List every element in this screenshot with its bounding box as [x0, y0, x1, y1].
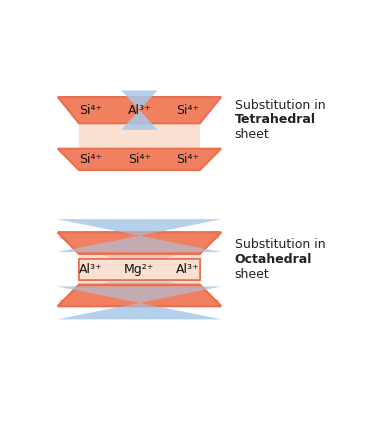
- Bar: [79, 259, 200, 280]
- Text: sheet: sheet: [235, 128, 269, 141]
- Polygon shape: [79, 253, 200, 259]
- Polygon shape: [58, 236, 221, 252]
- Polygon shape: [58, 232, 221, 253]
- Polygon shape: [58, 97, 221, 123]
- Polygon shape: [79, 123, 200, 149]
- Text: Mg²⁺: Mg²⁺: [124, 263, 154, 276]
- Polygon shape: [58, 286, 221, 303]
- Text: Tetrahedral: Tetrahedral: [235, 113, 316, 127]
- Text: Substitution in: Substitution in: [235, 99, 325, 112]
- Text: Si⁴⁺: Si⁴⁺: [80, 153, 103, 166]
- Polygon shape: [58, 269, 221, 301]
- Polygon shape: [58, 237, 221, 269]
- Polygon shape: [58, 232, 221, 253]
- Polygon shape: [121, 110, 158, 130]
- Text: Si⁴⁺: Si⁴⁺: [128, 153, 151, 166]
- Text: Al³⁺: Al³⁺: [128, 104, 151, 117]
- Text: Al³⁺: Al³⁺: [176, 263, 200, 276]
- Polygon shape: [58, 149, 221, 170]
- Text: Si⁴⁺: Si⁴⁺: [176, 153, 199, 166]
- Text: Substitution in: Substitution in: [235, 238, 325, 251]
- Polygon shape: [58, 237, 221, 269]
- Text: sheet: sheet: [235, 268, 269, 281]
- Polygon shape: [58, 269, 221, 301]
- Polygon shape: [58, 286, 221, 303]
- Polygon shape: [58, 285, 221, 306]
- Text: Octahedral: Octahedral: [235, 253, 312, 266]
- Bar: [79, 259, 200, 280]
- Polygon shape: [121, 90, 158, 110]
- Polygon shape: [58, 219, 221, 236]
- Polygon shape: [58, 303, 221, 319]
- Polygon shape: [58, 303, 221, 319]
- Text: Si⁴⁺: Si⁴⁺: [80, 104, 103, 117]
- Polygon shape: [58, 285, 221, 306]
- Text: Si⁴⁺: Si⁴⁺: [176, 104, 199, 117]
- Text: Al³⁺: Al³⁺: [79, 263, 103, 276]
- Polygon shape: [79, 280, 200, 285]
- Polygon shape: [58, 219, 221, 236]
- Polygon shape: [58, 236, 221, 252]
